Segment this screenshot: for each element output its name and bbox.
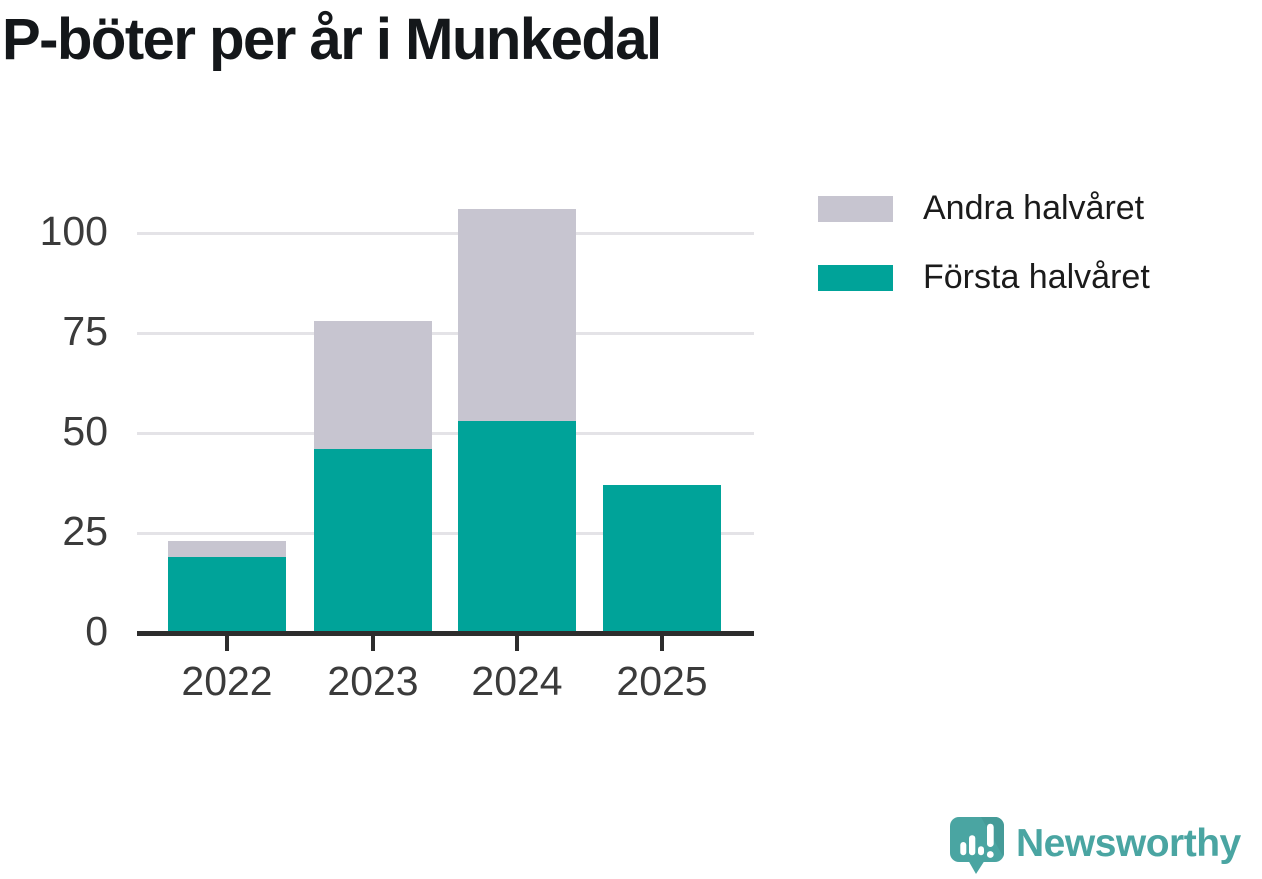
- legend-label: Andra halvåret: [923, 189, 1145, 227]
- bar-segment-second-half: [314, 321, 432, 449]
- legend-label: Första halvåret: [923, 258, 1150, 296]
- y-axis-tick-label: 75: [62, 308, 108, 355]
- bar-segment-first-half: [314, 449, 432, 633]
- newsworthy-logo-icon: [950, 817, 1004, 874]
- x-axis-tick: [660, 636, 664, 651]
- y-axis-tick-label: 100: [39, 208, 108, 255]
- legend-swatch: [818, 264, 893, 291]
- bar-segment-first-half: [603, 485, 721, 633]
- y-axis-tick-label: 25: [62, 508, 108, 555]
- x-axis-line: [137, 631, 754, 636]
- x-axis-tick-label: 2022: [181, 658, 273, 704]
- y-axis-tick-label: 0: [85, 608, 108, 655]
- x-axis-tick-label: 2024: [471, 658, 563, 704]
- legend-item: Andra halvåret: [818, 189, 1150, 228]
- newsworthy-wordmark: Newsworthy: [1016, 821, 1241, 865]
- bar-segment-second-half: [168, 541, 286, 557]
- gridline: [137, 232, 754, 235]
- legend: Andra halvåret Första halvåret: [818, 189, 1150, 297]
- legend-item: Första halvåret: [818, 258, 1150, 297]
- x-axis-tick-label: 2025: [616, 658, 708, 704]
- bar-segment-second-half: [458, 209, 576, 421]
- gridline: [137, 332, 754, 335]
- gridline: [137, 532, 754, 535]
- x-axis-tick: [515, 636, 519, 651]
- gridline: [137, 432, 754, 435]
- x-axis-tick: [371, 636, 375, 651]
- legend-swatch: [818, 195, 893, 222]
- bar-segment-first-half: [168, 557, 286, 633]
- newsworthy-logo: Newsworthy: [945, 810, 1241, 877]
- bar-segment-first-half: [458, 421, 576, 633]
- chart-title: P-böter per år i Munkedal: [2, 7, 662, 72]
- x-axis-tick: [225, 636, 229, 651]
- y-axis-tick-label: 50: [62, 408, 108, 455]
- x-axis-tick-label: 2023: [327, 658, 419, 704]
